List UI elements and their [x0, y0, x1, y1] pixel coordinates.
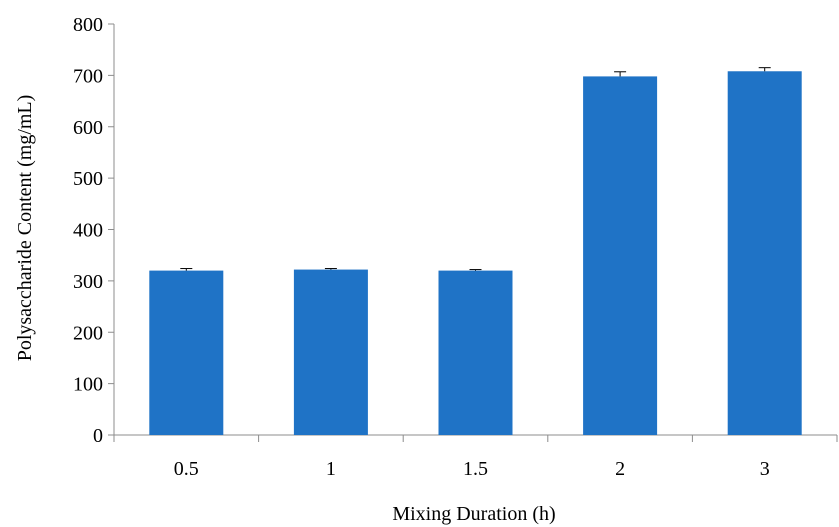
y-tick-label: 700 — [73, 65, 103, 87]
bar — [438, 270, 513, 435]
x-tick-label: 1.5 — [463, 458, 488, 480]
x-axis-title: Mixing Duration (h) — [392, 503, 555, 525]
bar — [149, 270, 224, 435]
x-axis: 0.5 1 1.5 2 3 — [113, 434, 838, 480]
y-tick-label: 500 — [73, 168, 103, 190]
y-tick-label: 0 — [93, 425, 103, 447]
bar — [727, 71, 802, 435]
x-tick-label: 3 — [760, 458, 770, 480]
y-tick-label: 300 — [73, 271, 103, 293]
y-axis-title: Polysaccharide Content (mg/mL) — [14, 95, 36, 362]
y-tick-label: 100 — [73, 374, 103, 396]
x-tick-label: 1 — [326, 458, 336, 480]
y-tick-label: 800 — [73, 14, 103, 36]
y-tick-label: 200 — [73, 322, 103, 344]
bar — [293, 269, 368, 435]
y-tick-label: 400 — [73, 220, 103, 242]
y-tick-label: 600 — [73, 117, 103, 139]
bars — [149, 71, 802, 435]
bar — [583, 76, 658, 435]
error-bars — [180, 67, 771, 271]
x-tick-label: 2 — [615, 458, 625, 480]
y-axis: 0 100 200 300 400 500 600 700 800 — [73, 14, 115, 447]
x-tick-label: 0.5 — [174, 458, 199, 480]
